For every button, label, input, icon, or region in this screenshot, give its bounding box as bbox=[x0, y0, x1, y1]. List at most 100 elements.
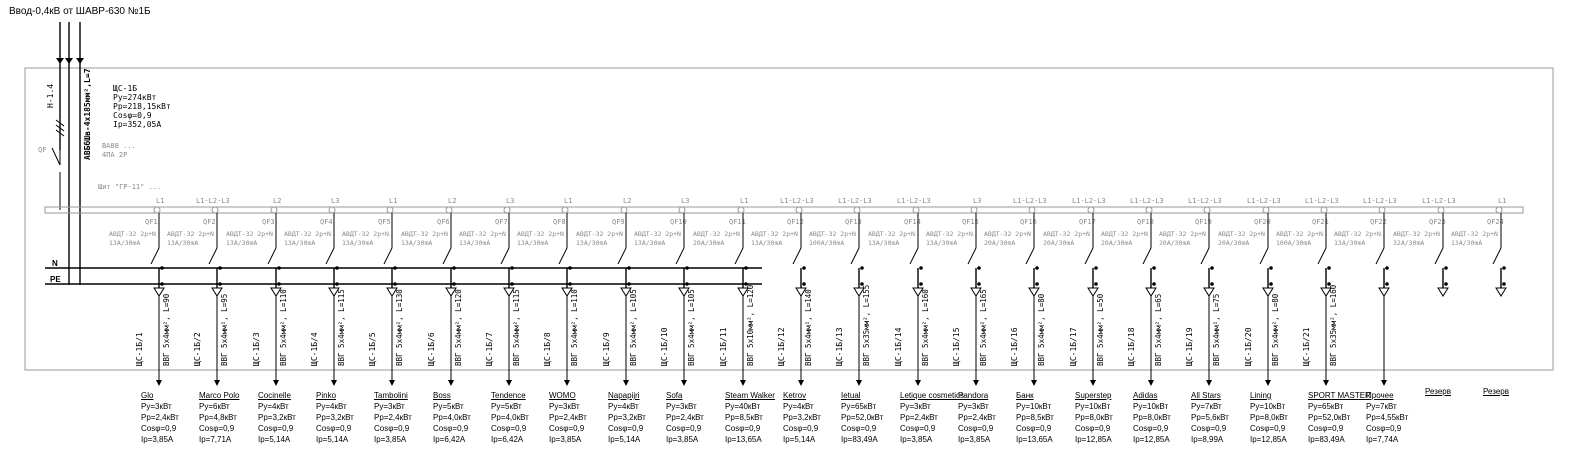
incoming-feeder bbox=[51, 22, 84, 285]
feeder-arrow bbox=[795, 287, 807, 297]
consumer-installed-power: Ру=65кВт bbox=[841, 402, 877, 411]
consumer-design-power: Рр=4,0кВт bbox=[433, 413, 471, 422]
consumer-design-power: Рр=8,5кВт bbox=[1016, 413, 1054, 422]
feeder-circuit-label: ЩС-1Б/8 bbox=[543, 332, 552, 366]
feeder-device-label: АВДТ-32 2p+N bbox=[167, 230, 214, 238]
n-connection-dot bbox=[1327, 266, 1331, 270]
bus-tap bbox=[970, 206, 978, 214]
feeder-device-label: АВДТ-32 2p+N bbox=[634, 230, 681, 238]
feeder-qf-label: QF1 bbox=[145, 218, 158, 226]
feeder-rating-label: 13А/30mA bbox=[167, 239, 198, 247]
pe-connection-dot bbox=[1094, 282, 1098, 286]
input-short-label: Н-1.4 bbox=[46, 84, 55, 108]
consumer-cos-phi: Cosφ=0,9 bbox=[1366, 424, 1402, 433]
feeder-cable-label: ВВГ 5х4мм², L=75 bbox=[1212, 294, 1221, 366]
consumer-label: Glo Ру=3кВт Рр=2,4кВт Cosφ=0,9 Iр=3,85А bbox=[141, 390, 179, 445]
feeder-arrow bbox=[1203, 287, 1215, 297]
feeder-cable-label: ВВГ 5х4мм², L=165 bbox=[979, 289, 988, 366]
consumer-installed-power: Ру=65кВт bbox=[1308, 402, 1344, 411]
feeder-cable-label: ВВГ 5х4мм², L=115 bbox=[512, 289, 521, 366]
n-connection-dot bbox=[1210, 266, 1214, 270]
feeder-qf-label: QF12 bbox=[787, 218, 804, 226]
feeder-circuit-label: ЩС-1Б/4 bbox=[310, 332, 319, 366]
feeder-end-arrow bbox=[1031, 380, 1037, 386]
feeder-phase-label: L1-L2-L3 bbox=[1130, 197, 1164, 205]
feeder-phase-label: L1-L2-L3 bbox=[196, 197, 230, 205]
feeder-rating-label: 20А/30mA bbox=[1101, 239, 1132, 247]
feeder-phase-label: L2 bbox=[448, 197, 456, 205]
consumer-name: Marco Polo bbox=[199, 391, 240, 400]
pe-connection-dot bbox=[685, 282, 689, 286]
feeder-phase-label: L1 bbox=[564, 197, 572, 205]
feeder-phase-label: L3 bbox=[973, 197, 981, 205]
consumer-cos-phi: Cosφ=0,9 bbox=[549, 424, 585, 433]
busbar bbox=[44, 206, 1524, 214]
feeder-qf-label: QF15 bbox=[962, 218, 979, 226]
feeder-cable-label: ВВГ 5х35мм², L=155 bbox=[862, 285, 871, 366]
bus-tap bbox=[153, 206, 161, 214]
consumer-installed-power: Ру=10кВт bbox=[1133, 402, 1169, 411]
panel-pu: Ру=274кВт bbox=[113, 93, 157, 102]
pe-connection-dot bbox=[510, 282, 514, 286]
consumer-design-power: Рр=52,0кВт bbox=[841, 413, 884, 422]
feeder-end-arrow bbox=[681, 380, 687, 386]
consumer-name: Резерв bbox=[1425, 387, 1451, 396]
feeder-cable-label: ВВГ 5х4мм², L=105 bbox=[687, 289, 696, 366]
feeder-arrow bbox=[445, 287, 457, 297]
bus-tap bbox=[270, 206, 278, 214]
consumer-current: Iр=5,14А bbox=[783, 435, 816, 444]
consumer-label: Резерв bbox=[1425, 386, 1451, 397]
feeder-qf-label: QF16 bbox=[1020, 218, 1037, 226]
feeder-cable-label: ВВГ 5х4мм², L=105 bbox=[629, 289, 638, 366]
bus-tap bbox=[561, 206, 569, 214]
feeder-cable-label: ВВГ 5х4мм², L=130 bbox=[395, 289, 404, 366]
pe-bus-label: PE bbox=[50, 275, 61, 284]
feeder-end-arrow bbox=[623, 380, 629, 386]
feeder-cable-label: ВВГ 5х4мм², L=65 bbox=[1154, 294, 1163, 366]
bus-tap bbox=[1378, 206, 1386, 214]
pe-connection-dot bbox=[335, 282, 339, 286]
consumer-installed-power: Ру=3кВт bbox=[958, 402, 989, 411]
feeder-cable-label: ВВГ 5х4мм², L=50 bbox=[1096, 293, 1105, 366]
consumer-current: Iр=3,85А bbox=[549, 435, 582, 444]
consumer-current: Iр=13,65А bbox=[725, 435, 762, 444]
breaker-note-1: ВА88 ... bbox=[102, 142, 136, 150]
consumer-installed-power: Ру=5кВт bbox=[491, 402, 522, 411]
consumer-design-power: Рр=2,4кВт bbox=[958, 413, 996, 422]
bus-tap bbox=[737, 206, 745, 214]
feeder-end-arrow bbox=[214, 380, 220, 386]
feeder-arrow bbox=[970, 287, 982, 297]
breaker-contact bbox=[1200, 247, 1210, 265]
consumer-cos-phi: Cosφ=0,9 bbox=[258, 424, 294, 433]
breaker-contact bbox=[1142, 247, 1152, 265]
breaker-contact bbox=[500, 247, 510, 265]
feeder-phase-label: L1 bbox=[156, 197, 164, 205]
feeder-device-label: АВДТ-32 2p+N bbox=[342, 230, 389, 238]
consumer-cos-phi: Cosφ=0,9 bbox=[958, 424, 994, 433]
feeder-circuit-label: ЩС-1Б/12 bbox=[777, 327, 786, 366]
feeder-device-label: АВДТ-32 2p+N bbox=[1159, 230, 1206, 238]
consumer-cos-phi: Cosφ=0,9 bbox=[1075, 424, 1111, 433]
consumer-label: Tambolini Ру=3кВт Рр=2,4кВт Cosφ=0,9 Iр=3,85… bbox=[374, 390, 412, 445]
feeder-circuit-label: ЩС-1Б/15 bbox=[952, 327, 961, 366]
breaker-contact bbox=[325, 247, 335, 265]
feeder-rating-label: 13А/30mA bbox=[1334, 239, 1365, 247]
bus-tap bbox=[1028, 206, 1036, 214]
bus-note: Шит "ГР-11" ... bbox=[98, 183, 161, 191]
breaker-contact bbox=[1259, 247, 1269, 265]
feeder-rating-label: 13А/30mA bbox=[401, 239, 432, 247]
pe-connection-dot bbox=[1502, 282, 1506, 286]
consumer-label: Sofa Ру=3кВт Рр=2,4кВт Cosφ=0,9 Iр=3,85А bbox=[666, 390, 704, 445]
breaker-contact bbox=[1434, 247, 1444, 265]
breaker-contact bbox=[267, 247, 277, 265]
feeder-arrow bbox=[211, 287, 223, 297]
feeder-qf-label: QF3 bbox=[262, 218, 275, 226]
n-connection-dot bbox=[393, 266, 397, 270]
bus-tap bbox=[853, 206, 861, 214]
feeder-arrow bbox=[1437, 287, 1449, 297]
feeder-device-label: АВДТ-32 2p+N bbox=[517, 230, 564, 238]
